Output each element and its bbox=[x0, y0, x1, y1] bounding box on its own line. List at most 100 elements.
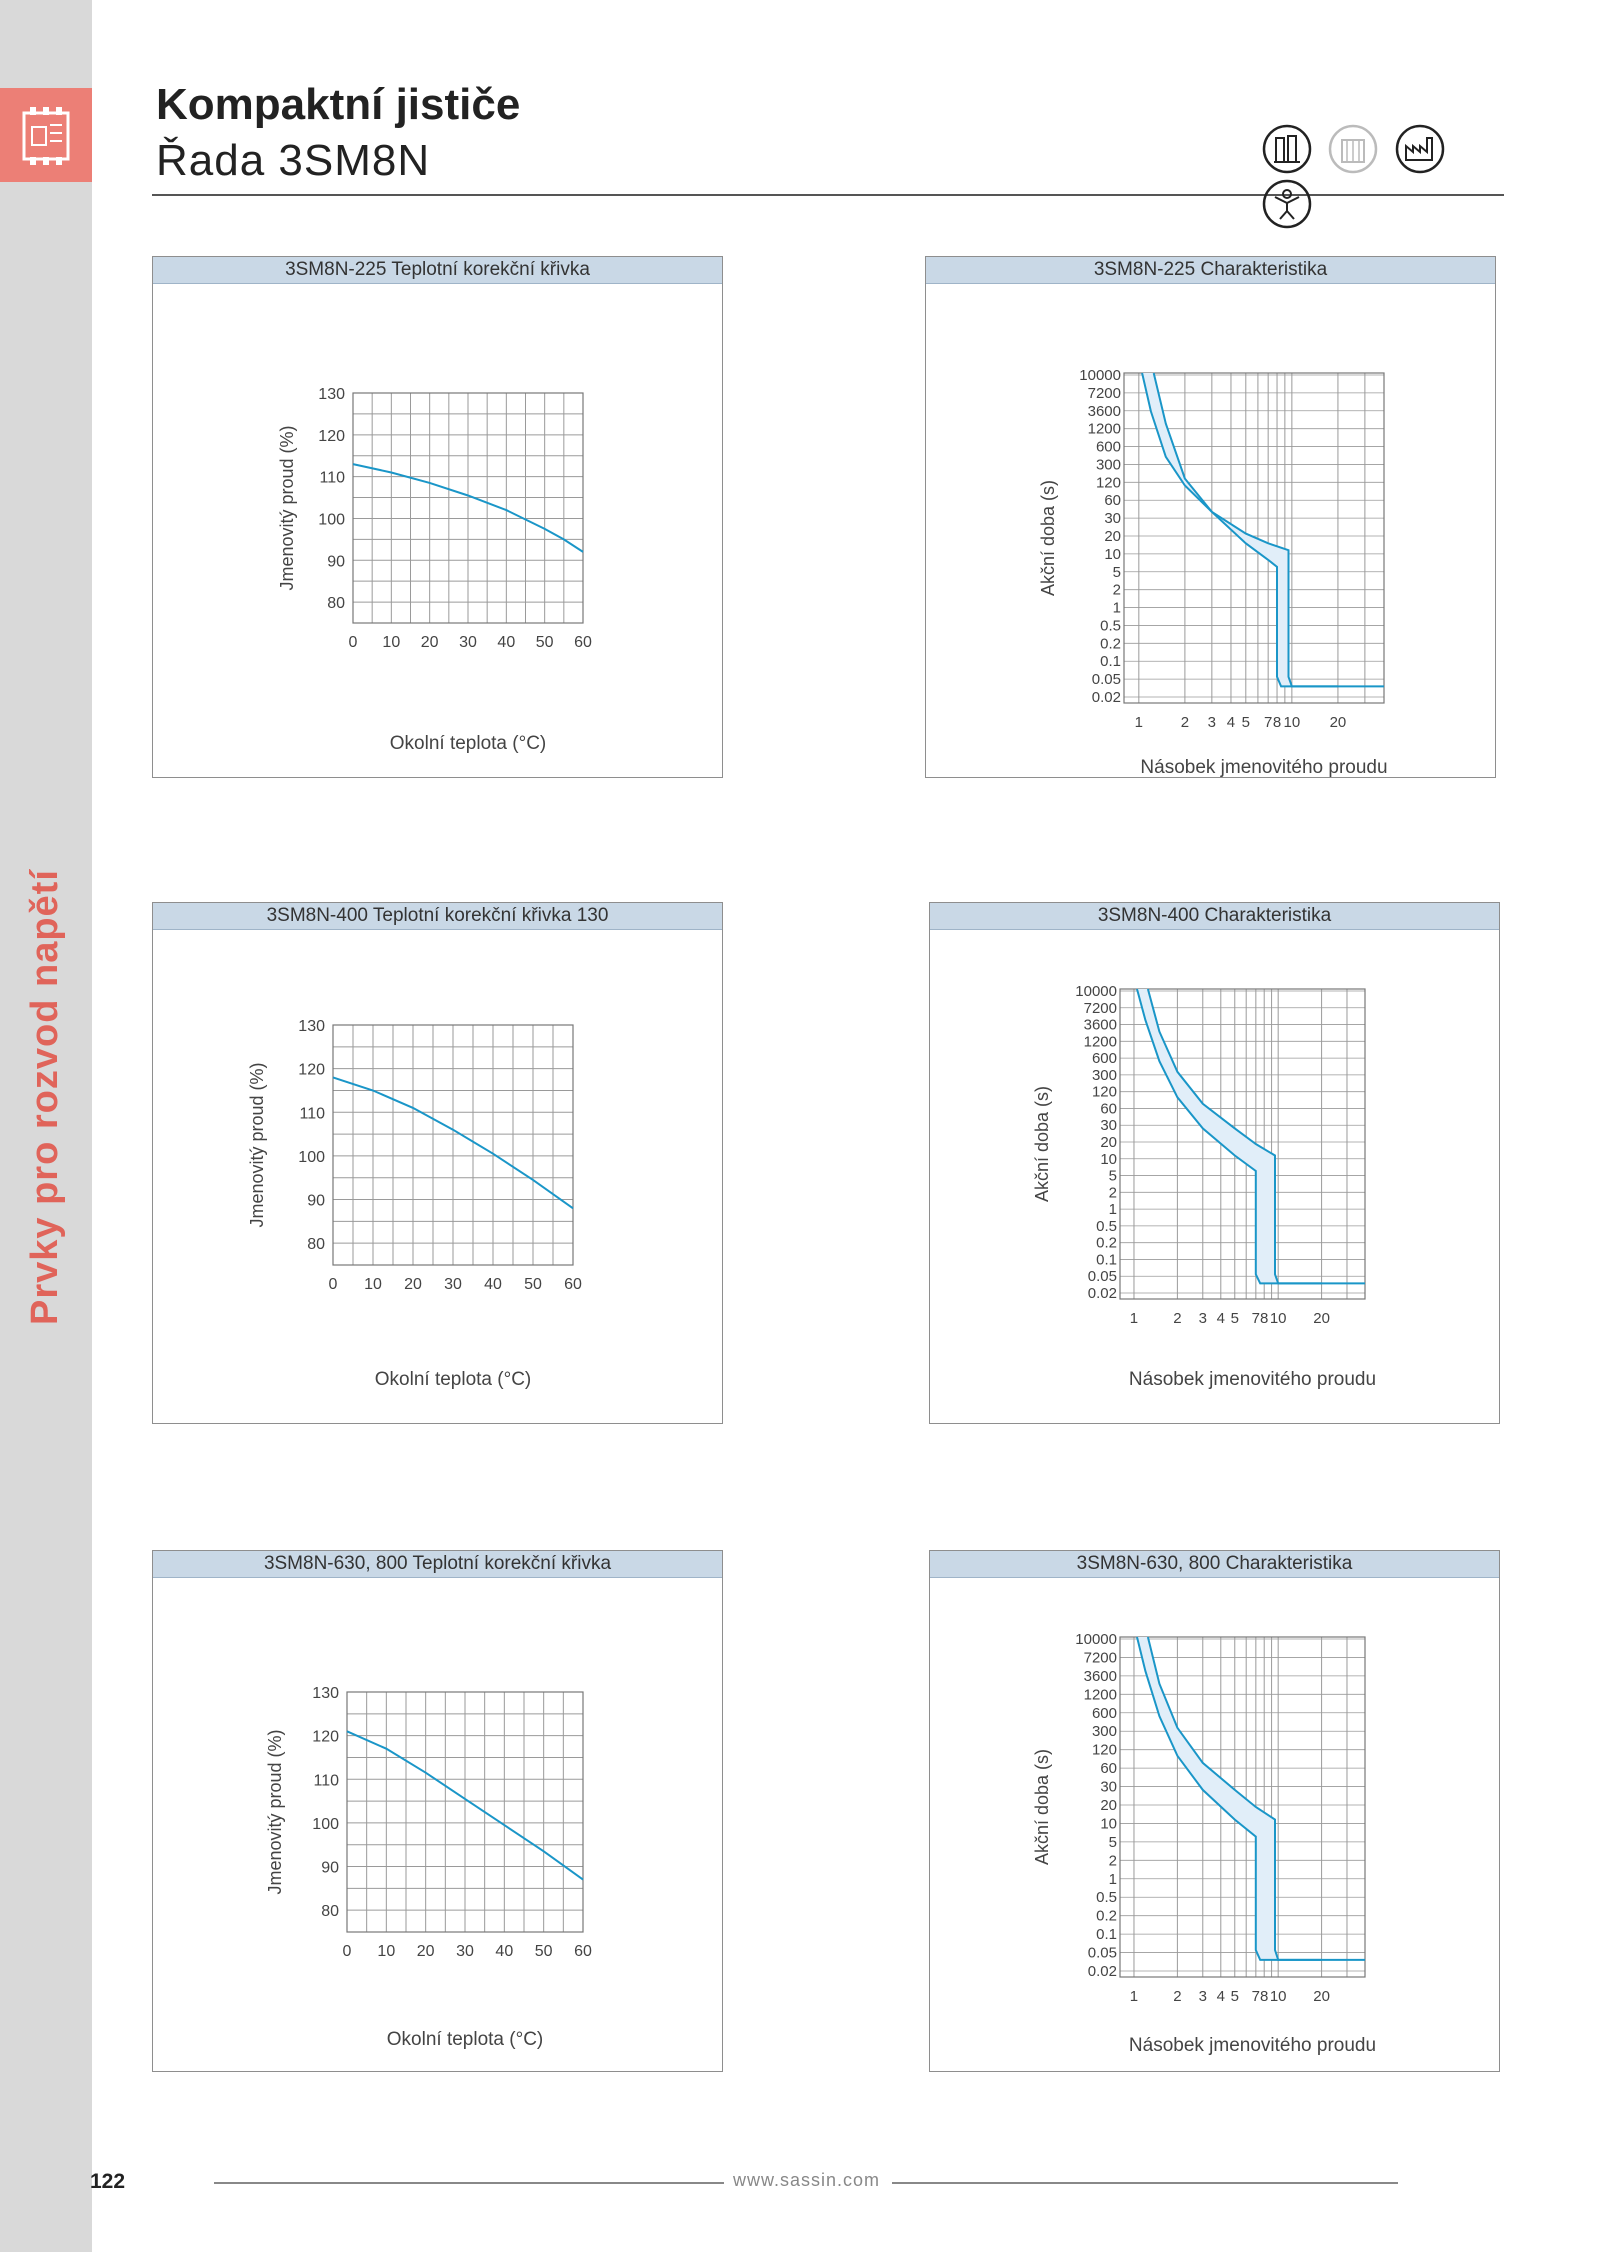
y-tick-label: 110 bbox=[299, 1105, 325, 1122]
y-tick-label: 0.5 bbox=[1096, 1889, 1117, 1906]
footer-line-right bbox=[892, 2182, 1398, 2184]
x-axis-label: Násobek jmenovitého proudu bbox=[1129, 1369, 1376, 1390]
x-tick-label: 1 bbox=[1130, 1988, 1138, 2005]
y-tick-label: 120 bbox=[298, 1062, 325, 1079]
y-tick-label: 10000 bbox=[1075, 983, 1117, 1000]
x-tick-label: 40 bbox=[497, 634, 515, 651]
correction-curve bbox=[332, 1076, 574, 1210]
x-axis-label: Násobek jmenovitého proudu bbox=[1140, 757, 1387, 777]
y-tick-label: 7200 bbox=[1084, 1000, 1117, 1017]
y-tick-label: 0.1 bbox=[1100, 653, 1121, 670]
x-tick-label: 20 bbox=[1313, 1310, 1330, 1327]
panel-225-characteristic: 3SM8N-225 Charakteristika 10000 7200 3600 1… bbox=[925, 256, 1496, 778]
y-tick-label: 10000 bbox=[1079, 367, 1121, 384]
y-tick-label: 300 bbox=[1096, 456, 1121, 473]
breaker-icon bbox=[0, 88, 92, 182]
y-tick-label: 1 bbox=[1109, 1871, 1117, 1888]
plot-frame bbox=[352, 392, 584, 624]
x-tick-label: 3 bbox=[1208, 714, 1216, 731]
y-tick-label: 5 bbox=[1113, 564, 1121, 581]
y-tick-label: 80 bbox=[321, 1903, 339, 1920]
y-tick-label: 2 bbox=[1109, 1184, 1117, 1201]
x-tick-label: 7 bbox=[1252, 1988, 1260, 2005]
building-icon bbox=[1328, 124, 1378, 174]
y-tick-label: 300 bbox=[1092, 1067, 1117, 1084]
y-tick-label: 600 bbox=[1092, 1705, 1117, 1722]
x-tick-label: 10 bbox=[1270, 1988, 1287, 2005]
y-tick-label: 0.5 bbox=[1100, 617, 1121, 634]
y-tick-label: 90 bbox=[327, 553, 345, 570]
x-tick-label: 10 bbox=[382, 634, 400, 651]
x-tick-label: 5 bbox=[1242, 714, 1250, 731]
y-tick-label: 2 bbox=[1109, 1852, 1117, 1869]
tolerance-band bbox=[1137, 1637, 1365, 1960]
x-tick-label: 20 bbox=[421, 634, 439, 651]
y-tick-label: 120 bbox=[1092, 1742, 1117, 1759]
y-tick-label: 0.2 bbox=[1096, 1235, 1117, 1252]
y-axis-label: Akční doba (s) bbox=[1032, 1086, 1052, 1202]
lower-trip-curve bbox=[1136, 1636, 1322, 1961]
y-tick-label: 120 bbox=[1092, 1084, 1117, 1101]
x-tick-label: 2 bbox=[1181, 714, 1189, 731]
panel-400-temperature: 3SM8N-400 Teplotní korekční křivka 130 0… bbox=[152, 902, 723, 1424]
y-tick-label: 0.5 bbox=[1096, 1218, 1117, 1235]
x-tick-label: 2 bbox=[1173, 1310, 1181, 1327]
y-tick-label: 100 bbox=[312, 1816, 339, 1833]
y-axis-label: Akční doba (s) bbox=[1038, 480, 1058, 596]
panel-225-temperature: 3SM8N-225 Teplotní korekční křivka 0 10 20… bbox=[152, 256, 723, 778]
x-tick-label: 50 bbox=[535, 1943, 553, 1960]
y-tick-label: 1200 bbox=[1084, 1686, 1117, 1703]
y-tick-label: 120 bbox=[318, 428, 345, 445]
y-tick-label: 10000 bbox=[1075, 1631, 1117, 1648]
x-tick-label: 3 bbox=[1199, 1310, 1207, 1327]
footer-url: www.sassin.com bbox=[733, 2170, 881, 2190]
x-axis-label: Okolní teplota (°C) bbox=[390, 733, 547, 754]
x-tick-label: 60 bbox=[564, 1276, 582, 1293]
plot-frame bbox=[1119, 988, 1366, 1300]
y-tick-label: 3600 bbox=[1084, 1668, 1117, 1685]
plot-frame bbox=[332, 1024, 574, 1266]
temperature-chart: 0 10 20 30 40 50 60 130 120 110 100 90 80 Okolní tepl… bbox=[265, 1685, 592, 2050]
correction-curve bbox=[352, 463, 584, 553]
panel-title: 3SM8N-225 Charakteristika bbox=[926, 257, 1495, 284]
y-tick-label: 90 bbox=[321, 1860, 339, 1877]
x-tick-label: 40 bbox=[484, 1276, 502, 1293]
sidebar: Prvky pro rozvod napětí bbox=[0, 0, 92, 2252]
header-divider bbox=[152, 194, 1504, 196]
y-axis-label: Jmenovitý proud (%) bbox=[247, 1062, 267, 1227]
y-tick-label: 130 bbox=[298, 1018, 325, 1035]
x-tick-label: 60 bbox=[574, 634, 592, 651]
x-tick-label: 8 bbox=[1260, 1988, 1268, 2005]
y-tick-label: 0.05 bbox=[1092, 671, 1121, 688]
y-axis-label: Akční doba (s) bbox=[1032, 1749, 1052, 1865]
y-tick-label: 3600 bbox=[1088, 403, 1121, 420]
y-tick-label: 0.1 bbox=[1096, 1251, 1117, 1268]
y-tick-label: 10 bbox=[1100, 1815, 1117, 1832]
footer-line-left bbox=[214, 2182, 724, 2184]
y-tick-label: 110 bbox=[319, 470, 345, 487]
lower-trip-curve bbox=[1152, 372, 1338, 688]
y-tick-label: 80 bbox=[307, 1236, 325, 1253]
y-tick-label: 3600 bbox=[1084, 1017, 1117, 1034]
x-tick-label: 3 bbox=[1199, 1988, 1207, 2005]
y-tick-label: 120 bbox=[1096, 474, 1121, 491]
y-tick-label: 60 bbox=[1100, 1760, 1117, 1777]
x-tick-label: 40 bbox=[495, 1943, 513, 1960]
panel-title: 3SM8N-630, 800 Charakteristika bbox=[930, 1551, 1499, 1578]
upper-trip-curve bbox=[1141, 372, 1384, 688]
trip-characteristic-chart: 10000720036001200600300120603020105210.5… bbox=[1032, 1631, 1376, 2056]
y-tick-label: 600 bbox=[1096, 439, 1121, 456]
category-icons bbox=[1262, 124, 1512, 229]
x-tick-label: 8 bbox=[1273, 714, 1281, 731]
y-tick-label: 0.02 bbox=[1088, 1963, 1117, 1980]
plot-frame bbox=[1123, 372, 1385, 704]
y-tick-label: 300 bbox=[1092, 1723, 1117, 1740]
x-tick-label: 4 bbox=[1217, 1988, 1225, 2005]
x-tick-label: 20 bbox=[417, 1943, 435, 1960]
x-tick-label: 50 bbox=[524, 1276, 542, 1293]
y-tick-label: 100 bbox=[318, 511, 345, 528]
y-tick-label: 100 bbox=[298, 1149, 325, 1166]
y-tick-label: 60 bbox=[1100, 1100, 1117, 1117]
y-tick-label: 30 bbox=[1100, 1779, 1117, 1796]
x-tick-label: 30 bbox=[459, 634, 477, 651]
